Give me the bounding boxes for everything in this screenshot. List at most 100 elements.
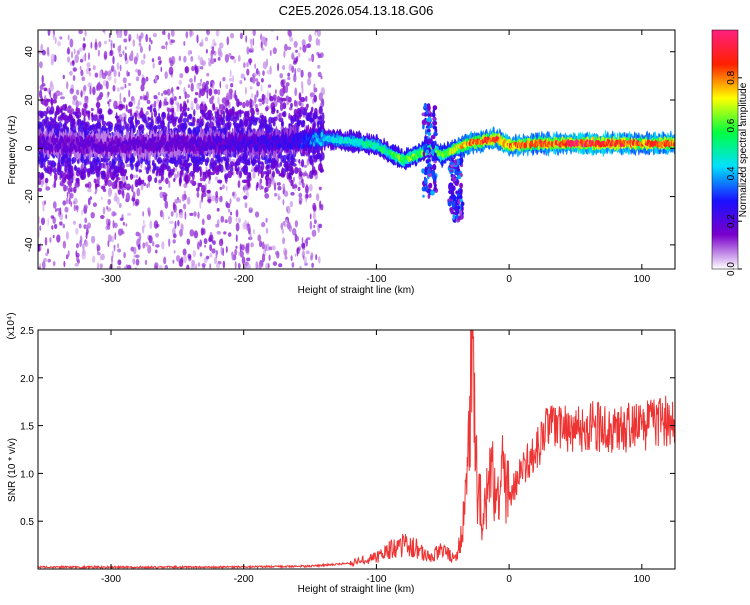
noise-speckle xyxy=(85,225,89,230)
band-speckle xyxy=(159,100,162,108)
band-speckle xyxy=(301,179,304,184)
noise-speckle xyxy=(252,171,255,178)
noise-speckle xyxy=(73,221,76,225)
band-speckle xyxy=(235,161,237,169)
noise-speckle xyxy=(106,81,109,90)
noise-speckle xyxy=(139,35,142,42)
noise-speckle xyxy=(295,50,298,53)
band-speckle xyxy=(44,101,48,107)
band-speckle xyxy=(188,173,191,182)
noise-speckle xyxy=(175,221,177,229)
noise-speckle xyxy=(219,196,223,203)
band-speckle xyxy=(241,167,245,172)
noise-speckle xyxy=(226,186,228,192)
noise-speckle xyxy=(146,111,149,115)
band-speckle xyxy=(237,166,239,171)
noise-speckle xyxy=(307,159,309,166)
noise-speckle xyxy=(100,255,102,260)
noise-speckle xyxy=(283,199,285,205)
noise-speckle xyxy=(112,56,114,65)
noise-speckle xyxy=(119,54,122,57)
band-speckle xyxy=(50,164,52,171)
band-speckle xyxy=(207,199,211,203)
band-speckle xyxy=(215,168,219,175)
noise-speckle xyxy=(267,91,270,97)
band-speckle xyxy=(169,173,171,177)
noise-speckle xyxy=(94,42,97,51)
noise-speckle xyxy=(82,43,86,48)
noise-speckle xyxy=(133,247,137,254)
noise-speckle xyxy=(216,263,220,269)
band-speckle xyxy=(118,189,122,195)
noise-speckle xyxy=(118,32,122,37)
noise-speckle xyxy=(88,82,92,87)
noise-speckle xyxy=(173,239,176,243)
band-speckle xyxy=(119,130,123,134)
noise-speckle xyxy=(311,56,313,61)
noise-speckle xyxy=(238,55,241,62)
band-speckle xyxy=(193,116,195,125)
band-speckle xyxy=(75,108,80,114)
noise-speckle xyxy=(170,60,174,66)
noise-speckle xyxy=(155,250,157,254)
noise-speckle xyxy=(211,195,215,201)
noise-speckle xyxy=(291,52,294,59)
noise-speckle xyxy=(42,261,46,269)
noise-speckle xyxy=(171,87,174,94)
noise-speckle xyxy=(185,66,189,73)
noise-speckle xyxy=(247,264,251,272)
noise-speckle xyxy=(250,242,254,247)
noise-speckle xyxy=(309,184,313,191)
band-speckle xyxy=(159,168,163,176)
noise-speckle xyxy=(206,256,209,260)
noise-speckle xyxy=(228,216,232,225)
noise-speckle xyxy=(318,39,320,46)
noise-speckle xyxy=(107,101,109,104)
noise-speckle xyxy=(242,102,246,108)
band-speckle xyxy=(294,88,297,97)
band-speckle xyxy=(46,117,49,121)
band-speckle xyxy=(309,155,313,159)
noise-speckle xyxy=(145,242,148,247)
noise-speckle xyxy=(143,54,145,60)
noise-speckle xyxy=(43,258,47,262)
noise-speckle xyxy=(201,227,204,235)
band-speckle xyxy=(220,165,224,173)
noise-speckle xyxy=(214,89,218,94)
noise-speckle xyxy=(123,77,127,83)
noise-speckle xyxy=(99,70,102,78)
noise-speckle xyxy=(219,239,223,247)
noise-speckle xyxy=(68,197,70,204)
noise-speckle xyxy=(149,44,151,51)
noise-speckle xyxy=(114,196,118,202)
noise-speckle xyxy=(155,76,157,83)
noise-speckle xyxy=(154,262,158,268)
noise-speckle xyxy=(284,250,287,258)
band-speckle xyxy=(105,180,108,186)
band-speckle xyxy=(112,182,117,190)
noise-speckle xyxy=(317,65,320,69)
band-speckle xyxy=(217,89,220,95)
noise-speckle xyxy=(95,73,99,78)
band-speckle xyxy=(143,95,147,100)
band-speckle xyxy=(290,103,293,108)
noise-speckle xyxy=(70,39,74,48)
noise-speckle xyxy=(273,47,277,54)
noise-speckle xyxy=(191,107,193,110)
noise-speckle xyxy=(230,212,232,216)
noise-speckle xyxy=(183,249,187,256)
noise-speckle xyxy=(261,84,263,91)
noise-speckle xyxy=(163,257,166,265)
noise-speckle xyxy=(193,211,196,217)
noise-speckle xyxy=(256,81,260,86)
noise-speckle xyxy=(236,218,238,222)
band-speckle xyxy=(95,191,97,194)
band-speckle xyxy=(145,121,148,128)
noise-speckle xyxy=(73,67,77,72)
noise-speckle xyxy=(263,61,268,69)
band-speckle xyxy=(277,182,281,186)
noise-speckle xyxy=(185,211,187,219)
noise-speckle xyxy=(300,47,302,51)
noise-speckle xyxy=(121,228,123,235)
noise-speckle xyxy=(206,73,209,77)
